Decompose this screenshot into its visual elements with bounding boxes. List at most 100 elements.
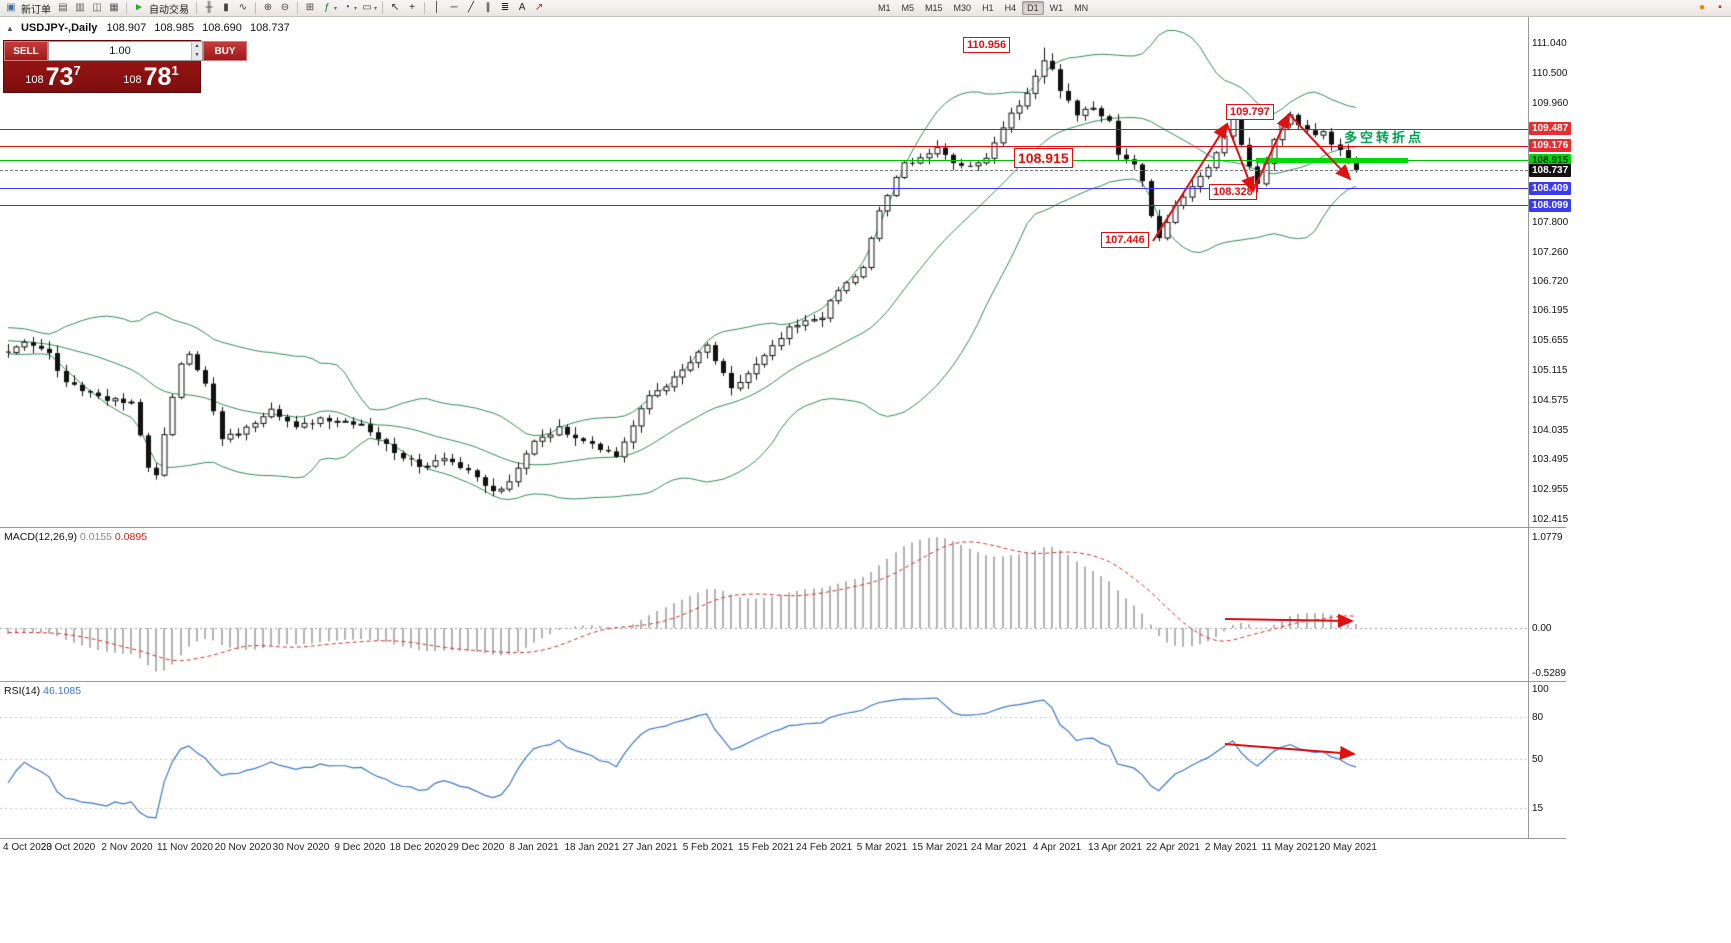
market-watch-icon[interactable]: ▤ bbox=[58, 2, 68, 13]
buy-button[interactable]: BUY bbox=[203, 41, 247, 61]
macd-panel-separator[interactable] bbox=[0, 527, 1566, 528]
date-label: 15 Feb 2021 bbox=[737, 842, 795, 853]
toolbar-separator bbox=[297, 2, 298, 14]
bar-chart-icon[interactable]: ╫ bbox=[205, 2, 213, 13]
vertical-line-icon[interactable]: │ bbox=[433, 2, 441, 13]
price-callout-108.328[interactable]: 108.328 bbox=[1209, 184, 1257, 200]
hline-108.915[interactable] bbox=[0, 160, 1528, 161]
hline-108.099[interactable] bbox=[0, 205, 1528, 206]
price-grid-label: 109.960 bbox=[1532, 97, 1569, 109]
time-axis[interactable]: 4 Oct 2020 23 Oct 2020 2 Nov 2020 11 Nov 20… bbox=[0, 838, 1566, 858]
thick-pivot-line[interactable] bbox=[1256, 158, 1408, 163]
timeframe-m5-button[interactable]: M5 bbox=[901, 3, 915, 13]
timeframe-m30-button[interactable]: M30 bbox=[953, 3, 972, 13]
main-toolbar: ▣ 新订单 ▤ ▥ ◫ ▦ ► 自动交易 ╫ ▮ ∿ ⊕ ⊖ ⊞ ƒ ▾ ◔ ▾ ▭ ▾ ↖ + │ ─ ╱ ∥ ≣ A ↗ M1 M5 M… bbox=[0, 0, 1731, 17]
templates-icon[interactable]: ▭ bbox=[362, 2, 372, 13]
volume-input[interactable] bbox=[49, 42, 191, 60]
zoom-out-icon[interactable]: ⊖ bbox=[280, 2, 290, 13]
toolbar-separator bbox=[196, 2, 197, 14]
chart-symbol-label: USDJPY-,Daily bbox=[20, 22, 98, 34]
main-chart-canvas[interactable] bbox=[0, 17, 1528, 527]
notifications-icon[interactable]: ▪ bbox=[1718, 2, 1722, 13]
price-callout-108.915[interactable]: 108.915 bbox=[1014, 148, 1073, 168]
timeframe-m15-button[interactable]: M15 bbox=[925, 3, 943, 13]
date-label: 24 Mar 2021 bbox=[970, 842, 1028, 853]
timeframe-toolbar: M1 M5 M15 M30 H1 H4 D1 W1 MN bbox=[873, 1, 1093, 15]
timeframe-mn-button[interactable]: MN bbox=[1074, 3, 1089, 13]
text-icon[interactable]: A bbox=[518, 2, 526, 13]
one-click-collapse-icon[interactable]: ▲ bbox=[6, 24, 14, 33]
horizontal-line-icon[interactable]: ─ bbox=[450, 2, 458, 13]
turning-point-note[interactable]: 多空转折点 bbox=[1344, 130, 1425, 145]
date-label: 24 Feb 2021 bbox=[795, 842, 853, 853]
ohlc-close: 108.737 bbox=[249, 22, 290, 34]
new-order-button[interactable]: 新订单 bbox=[21, 4, 51, 16]
date-label: 22 Apr 2021 bbox=[1146, 842, 1200, 853]
price-tag-109.487: 109.487 bbox=[1529, 122, 1572, 136]
price-tag-108.409: 108.409 bbox=[1529, 181, 1572, 195]
date-label: 15 Mar 2021 bbox=[911, 842, 969, 853]
new-order-icon[interactable]: ▣ bbox=[6, 2, 16, 13]
toolbar-separator bbox=[126, 2, 127, 14]
tile-windows-icon[interactable]: ⊞ bbox=[305, 2, 315, 13]
rsi-panel-separator[interactable] bbox=[0, 681, 1566, 682]
volume-down-button[interactable]: ▼ bbox=[191, 51, 202, 60]
volume-up-button[interactable]: ▲ bbox=[191, 42, 202, 51]
sell-button[interactable]: SELL bbox=[4, 41, 48, 61]
timeframe-h1-button[interactable]: H1 bbox=[982, 3, 994, 13]
date-label: 29 Dec 2020 bbox=[447, 842, 505, 853]
price-tag-108.737: 108.737 bbox=[1529, 163, 1572, 177]
ask-price[interactable]: 108 78 1 bbox=[102, 61, 200, 92]
date-label: 20 May 2021 bbox=[1319, 842, 1377, 853]
price-callout-110.956[interactable]: 110.956 bbox=[963, 37, 1011, 53]
autotrade-button[interactable]: 自动交易 bbox=[149, 4, 189, 16]
price-tag-108.099: 108.099 bbox=[1529, 198, 1572, 212]
candlestick-chart-icon[interactable]: ▮ bbox=[223, 2, 229, 13]
chart-ohlc-header: ▲ USDJPY-,Daily 108.907 108.985 108.690 … bbox=[6, 22, 295, 34]
macd-panel-canvas[interactable] bbox=[0, 528, 1528, 681]
timeframe-m1-button[interactable]: M1 bbox=[878, 3, 891, 13]
hline-109.487[interactable] bbox=[0, 129, 1528, 130]
bid-prefix: 108 bbox=[25, 74, 44, 86]
channel-icon[interactable]: ∥ bbox=[485, 2, 491, 13]
fibonacci-icon[interactable]: ≣ bbox=[500, 2, 510, 13]
zoom-in-icon[interactable]: ⊕ bbox=[263, 2, 273, 13]
templates-icon-dropdown[interactable]: ▾ bbox=[374, 5, 378, 12]
timeframe-d1-button[interactable]: D1 bbox=[1022, 1, 1044, 15]
price-grid-label: 106.720 bbox=[1532, 276, 1569, 288]
line-chart-icon[interactable]: ∿ bbox=[238, 2, 248, 13]
bid-price[interactable]: 108 73 7 bbox=[4, 61, 102, 92]
indicators-icon[interactable]: ƒ bbox=[324, 2, 330, 13]
rsi-panel-canvas[interactable] bbox=[0, 682, 1528, 838]
bid-pipette: 7 bbox=[73, 63, 81, 78]
community-icon[interactable]: ● bbox=[1698, 2, 1706, 13]
navigator-icon[interactable]: ◫ bbox=[92, 2, 102, 13]
ohlc-high: 108.985 bbox=[154, 22, 195, 34]
trendline-icon[interactable]: ╱ bbox=[468, 2, 475, 13]
date-label: 27 Jan 2021 bbox=[622, 842, 678, 853]
date-label: 5 Mar 2021 bbox=[856, 842, 908, 853]
price-axis-border bbox=[1528, 17, 1529, 838]
hline-109.176[interactable] bbox=[0, 146, 1528, 147]
cursor-icon[interactable]: ↖ bbox=[390, 2, 400, 13]
periods-icon-dropdown[interactable]: ▾ bbox=[354, 5, 358, 12]
indicators-icon-dropdown[interactable]: ▾ bbox=[334, 5, 338, 12]
price-axis[interactable]: 111.040 110.500 109.960 107.800 107.260 106.7… bbox=[1529, 17, 1573, 858]
crosshair-icon[interactable]: + bbox=[409, 2, 415, 13]
timeframe-h4-button[interactable]: H4 bbox=[1004, 3, 1017, 13]
arrows-icon[interactable]: ↗ bbox=[534, 2, 544, 13]
hline-108.409[interactable] bbox=[0, 188, 1528, 189]
macd-signal-value: 0.0895 bbox=[114, 531, 148, 543]
data-window-icon[interactable]: ▥ bbox=[75, 2, 85, 13]
periods-icon[interactable]: ◔ bbox=[343, 2, 351, 13]
autotrade-icon[interactable]: ► bbox=[134, 2, 144, 13]
date-label: 23 Oct 2020 bbox=[40, 842, 96, 853]
price-callout-107.446[interactable]: 107.446 bbox=[1101, 232, 1149, 248]
price-callout-109.797[interactable]: 109.797 bbox=[1226, 104, 1274, 120]
terminal-icon[interactable]: ▦ bbox=[109, 2, 119, 13]
price-grid-label: 102.415 bbox=[1532, 514, 1569, 526]
timeframe-w1-button[interactable]: W1 bbox=[1049, 3, 1064, 13]
date-label: 18 Dec 2020 bbox=[389, 842, 447, 853]
price-grid-label: 105.115 bbox=[1532, 365, 1568, 377]
hline-108.737[interactable] bbox=[0, 170, 1528, 171]
